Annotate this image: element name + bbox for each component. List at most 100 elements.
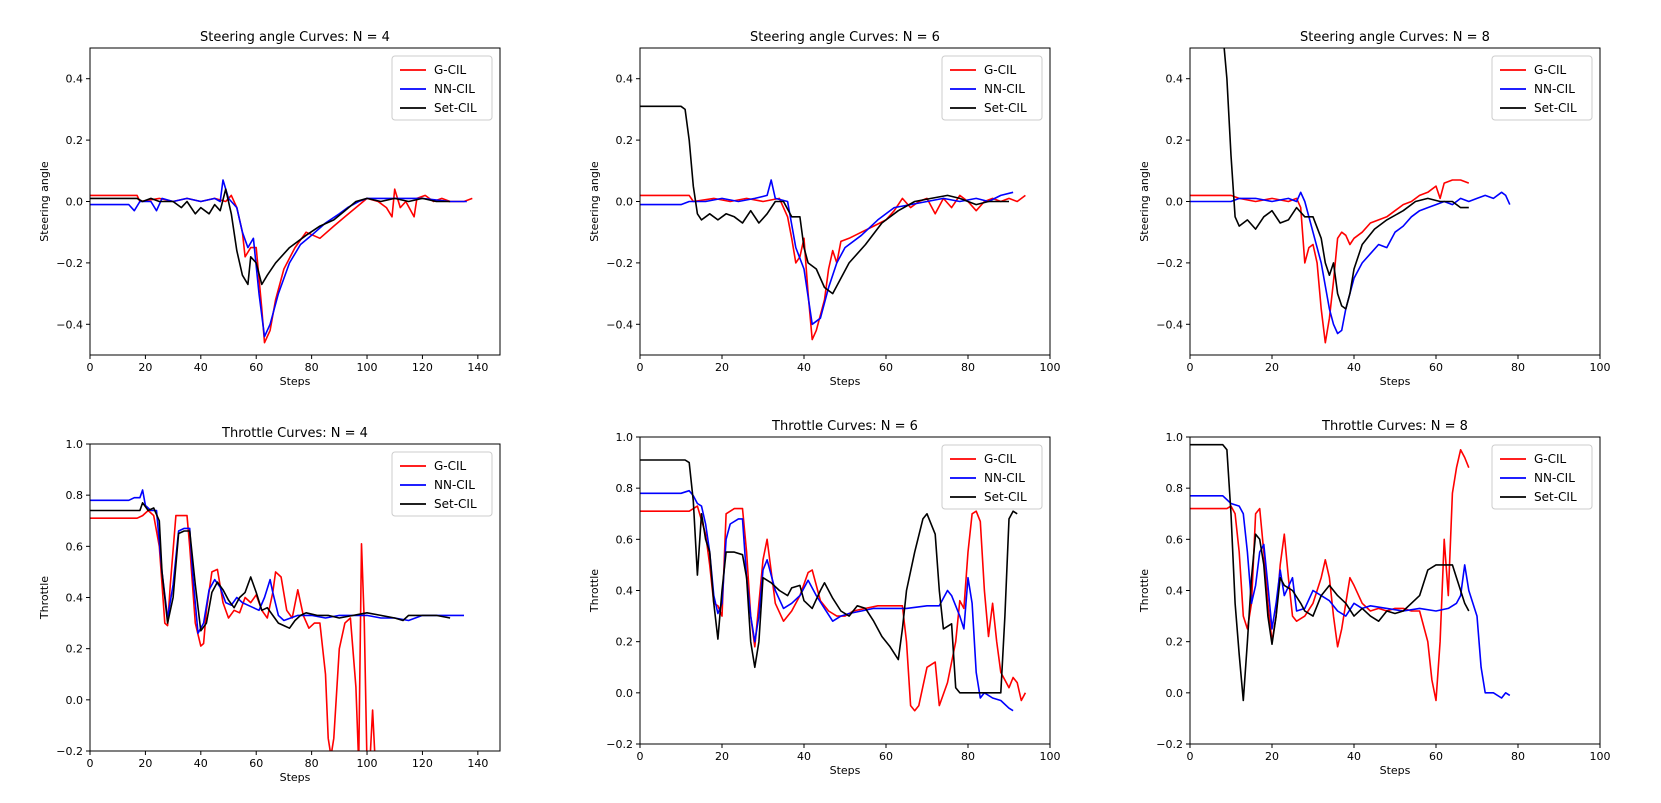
x-tick-label: 100	[1040, 750, 1061, 763]
y-tick-label: 0.4	[616, 73, 634, 86]
legend-label-set-cil: Set-CIL	[984, 490, 1027, 504]
series-line-g-cil	[1190, 179, 1470, 344]
y-tick-label: 0.0	[1166, 196, 1184, 209]
y-tick-label: −0.2	[56, 745, 83, 758]
legend-label-g-cil: G-CIL	[1534, 452, 1567, 466]
x-tick-label: 40	[1347, 361, 1361, 374]
legend-box	[941, 55, 1043, 121]
legend-label-g-cil: G-CIL	[434, 459, 467, 473]
y-tick-label: 0.2	[1166, 134, 1184, 147]
legend-label-g-cil: G-CIL	[984, 63, 1017, 77]
x-tick-label: 60	[1429, 750, 1443, 763]
x-axis-label: Steps	[830, 375, 861, 388]
x-tick-label: 100	[357, 361, 378, 374]
chart-title: Throttle Curves: N = 4	[221, 426, 368, 441]
x-tick-label: 80	[305, 757, 319, 770]
y-axis-label: Throttle	[38, 576, 51, 620]
x-tick-label: 40	[194, 757, 208, 770]
x-tick-label: 80	[305, 361, 319, 374]
legend-label-g-cil: G-CIL	[1534, 63, 1567, 77]
chart-title: Steering angle Curves: N = 4	[200, 30, 390, 45]
y-tick-label: 0.0	[616, 687, 634, 700]
y-tick-label: −0.2	[606, 257, 633, 270]
chart-panel-3: 0 20 40 60 80 100 −0.4 −0.2 0.0 0.2 0.4 Steering an…	[1138, 30, 1611, 388]
series-line-nn-cil	[640, 179, 1014, 326]
legend-box	[391, 451, 493, 517]
chart-title: Steering angle Curves: N = 8	[1300, 30, 1490, 45]
y-tick-label: 0.0	[1166, 687, 1184, 700]
y-axis-label: Steering angle	[38, 161, 51, 242]
x-tick-label: 80	[961, 750, 975, 763]
series-line-nn-cil	[1190, 191, 1511, 335]
x-tick-label: 100	[357, 757, 378, 770]
y-tick-label: 0.0	[66, 694, 84, 707]
x-axis-label: Steps	[1380, 764, 1411, 777]
y-tick-label: 0.8	[616, 482, 634, 495]
legend-label-nn-cil: NN-CIL	[434, 478, 475, 492]
series-line-nn-cil	[640, 489, 1014, 712]
legend-label-set-cil: Set-CIL	[1534, 101, 1577, 115]
x-tick-label: 60	[249, 757, 263, 770]
legend-label-nn-cil: NN-CIL	[984, 82, 1025, 96]
y-tick-label: 0.2	[616, 636, 634, 649]
x-tick-label: 140	[467, 757, 488, 770]
legend-label-g-cil: G-CIL	[434, 63, 467, 77]
x-tick-label: 40	[797, 750, 811, 763]
chart-title: Throttle Curves: N = 6	[771, 419, 918, 434]
legend-label-set-cil: Set-CIL	[434, 101, 477, 115]
series-line-g-cil	[90, 188, 473, 344]
y-tick-label: 0.2	[1166, 636, 1184, 649]
x-tick-label: 20	[1265, 361, 1279, 374]
x-tick-label: 0	[87, 361, 94, 374]
y-tick-label: 0.6	[66, 540, 84, 553]
x-tick-label: 0	[87, 757, 94, 770]
x-tick-label: 60	[1429, 361, 1443, 374]
legend-label-g-cil: G-CIL	[984, 452, 1017, 466]
y-axis-label: Steering angle	[588, 161, 601, 242]
chart-title: Steering angle Curves: N = 6	[750, 30, 940, 45]
legend-label-nn-cil: NN-CIL	[1534, 471, 1575, 485]
y-tick-label: 0.4	[66, 592, 84, 605]
y-tick-label: −0.2	[56, 257, 83, 270]
x-tick-label: 80	[1511, 361, 1525, 374]
series-line-set-cil	[640, 105, 1009, 295]
legend-label-nn-cil: NN-CIL	[1534, 82, 1575, 96]
chart-panel-5: 0 20 40 60 80 100 −0.2 0.0 0.2 0.4 0.6 0.8 1.0 Thrott…	[588, 419, 1061, 777]
y-tick-label: 0.0	[66, 196, 84, 209]
x-tick-label: 20	[138, 757, 152, 770]
x-tick-label: 60	[249, 361, 263, 374]
series-line-nn-cil	[1190, 495, 1511, 699]
y-tick-label: 0.2	[616, 134, 634, 147]
x-tick-label: 80	[1511, 750, 1525, 763]
y-axis-label: Steering angle	[1138, 161, 1151, 242]
series-line-g-cil	[640, 505, 1027, 712]
y-tick-label: 0.4	[1166, 73, 1184, 86]
y-tick-label: 0.0	[616, 196, 634, 209]
chart-panel-1: 0 20 40 60 80 100 120 140 −0.4 −0.2 0.0 0.2 0.4 Steer…	[38, 30, 501, 388]
chart-title: Throttle Curves: N = 8	[1321, 419, 1468, 434]
x-tick-label: 20	[715, 750, 729, 763]
x-tick-label: 0	[1187, 361, 1194, 374]
series-line-set-cil	[90, 188, 451, 286]
x-tick-label: 100	[1040, 361, 1061, 374]
x-tick-label: 140	[467, 361, 488, 374]
x-tick-label: 100	[1590, 750, 1611, 763]
y-tick-label: −0.2	[606, 738, 633, 751]
x-tick-label: 0	[637, 750, 644, 763]
y-tick-label: 0.8	[66, 489, 84, 502]
y-tick-label: 1.0	[66, 438, 84, 451]
x-tick-label: 120	[412, 757, 433, 770]
y-tick-label: 0.4	[66, 73, 84, 86]
y-tick-label: 0.4	[1166, 585, 1184, 598]
x-tick-label: 100	[1590, 361, 1611, 374]
legend-box	[391, 55, 493, 121]
y-tick-label: 0.8	[1166, 482, 1184, 495]
series-line-set-cil	[1223, 48, 1469, 310]
x-tick-label: 80	[961, 361, 975, 374]
x-tick-label: 40	[1347, 750, 1361, 763]
legend-label-set-cil: Set-CIL	[1534, 490, 1577, 504]
x-tick-label: 40	[194, 361, 208, 374]
x-tick-label: 20	[1265, 750, 1279, 763]
series-line-g-cil	[640, 194, 1026, 341]
